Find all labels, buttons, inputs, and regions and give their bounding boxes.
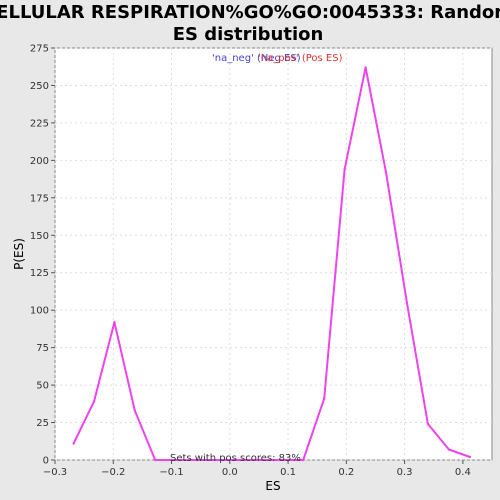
x-tick-label: −0.1 bbox=[159, 467, 183, 478]
legend-entry-pos: 'na_pos' (Pos ES) bbox=[258, 53, 343, 64]
y-axis: 0 25 50 75 100 125 150 175 200 225 250 275 bbox=[30, 44, 55, 467]
x-tick-label: −0.2 bbox=[101, 467, 125, 478]
legend-entry-neg: 'na_neg' (Neg ES) bbox=[212, 53, 301, 64]
y-tick-label: 125 bbox=[30, 268, 49, 279]
data-point bbox=[426, 422, 430, 426]
data-point bbox=[322, 397, 326, 400]
y-tick-label: 25 bbox=[36, 418, 49, 429]
data-point bbox=[364, 66, 367, 69]
x-axis-label: ES bbox=[265, 479, 280, 493]
data-point bbox=[92, 400, 96, 403]
chart-title-line2: ES distribution bbox=[173, 24, 324, 45]
chart-title-line1: CELLULAR RESPIRATION%GO%GO:0045333: Rand… bbox=[0, 2, 500, 23]
x-tick-label: 0.1 bbox=[280, 467, 296, 478]
y-tick-label: 225 bbox=[30, 118, 49, 129]
y-tick-label: 275 bbox=[30, 44, 49, 55]
data-point bbox=[343, 168, 346, 171]
data-point bbox=[113, 320, 116, 324]
data-point bbox=[302, 458, 305, 462]
pos-scores-annotation: Sets with pos scores: 83% bbox=[170, 453, 301, 464]
series-layer bbox=[72, 66, 472, 462]
x-axis: −0.3 −0.2 −0.1 0.0 0.1 0.2 0.3 0.4 bbox=[43, 460, 471, 478]
y-tick-label: 250 bbox=[30, 81, 49, 92]
data-point bbox=[447, 448, 451, 451]
y-tick-label: 150 bbox=[30, 231, 49, 242]
y-tick-label: 100 bbox=[30, 306, 49, 317]
data-point bbox=[405, 301, 409, 304]
y-tick-label: 75 bbox=[36, 343, 49, 354]
data-point bbox=[468, 455, 472, 459]
x-tick-label: 0.4 bbox=[455, 467, 471, 478]
data-point bbox=[72, 442, 75, 445]
data-point bbox=[154, 458, 157, 462]
data-point bbox=[384, 171, 388, 174]
grid bbox=[54, 47, 492, 461]
x-tick-label: −0.3 bbox=[43, 467, 67, 478]
plot-area bbox=[54, 47, 493, 461]
y-tick-label: 200 bbox=[30, 156, 49, 167]
data-point bbox=[133, 409, 137, 412]
series-line bbox=[72, 66, 471, 461]
y-tick-label: 175 bbox=[30, 193, 49, 204]
y-tick-label: 0 bbox=[43, 456, 49, 467]
x-tick-label: 0.2 bbox=[338, 467, 354, 478]
y-axis-label: P(ES) bbox=[12, 238, 26, 270]
x-tick-label: 0.0 bbox=[222, 467, 238, 478]
x-tick-label: 0.3 bbox=[397, 467, 413, 478]
y-tick-label: 50 bbox=[36, 381, 49, 392]
